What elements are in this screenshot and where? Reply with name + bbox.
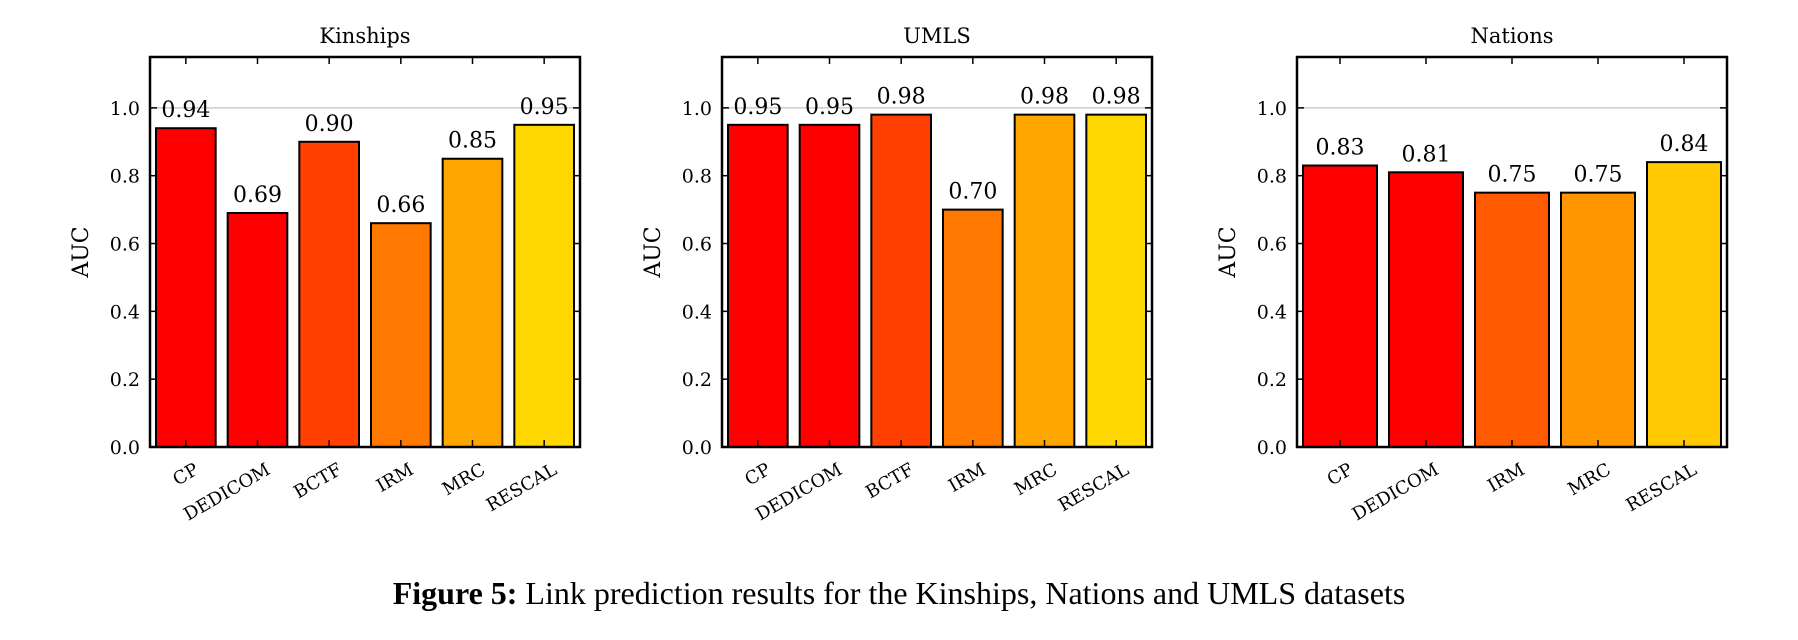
y-tick-label: 0.8 <box>1257 166 1287 188</box>
bar <box>1474 191 1550 448</box>
bar-value-label: 0.94 <box>161 98 210 123</box>
plot-frame <box>148 55 582 449</box>
y-tick-label: 0.0 <box>110 437 140 459</box>
bar-value-label: 0.69 <box>233 183 282 208</box>
bar <box>298 140 361 448</box>
y-axis-label: AUC <box>641 226 666 278</box>
chart-title: Kinships <box>319 24 410 48</box>
bar <box>1560 191 1636 448</box>
bar <box>727 123 789 449</box>
x-tick-label: MRC <box>439 459 489 500</box>
bar <box>441 157 504 448</box>
x-tick-label: MRC <box>1011 459 1061 500</box>
x-tick-label: IRM <box>373 459 417 497</box>
x-tick-label: CP <box>1324 459 1357 490</box>
bar-value-label: 0.75 <box>1574 163 1623 188</box>
x-tick-label: BCTF <box>290 459 345 503</box>
bar-value-label: 0.66 <box>376 193 425 218</box>
y-tick-label: 0.6 <box>682 234 712 256</box>
chart-title: UMLS <box>903 24 971 48</box>
y-tick-label: 1.0 <box>1257 98 1287 120</box>
y-tick-label: 0.4 <box>110 301 140 323</box>
bar-value-label: 0.70 <box>948 180 997 205</box>
x-tick-label: RESCAL <box>1055 459 1133 516</box>
x-tick-label: IRM <box>1484 459 1528 497</box>
y-tick-label: 1.0 <box>682 98 712 120</box>
x-tick-label: RESCAL <box>1623 459 1701 516</box>
x-tick-label: CP <box>741 459 774 490</box>
y-tick-label: 0.6 <box>1257 234 1287 256</box>
bar-value-label: 0.90 <box>305 112 354 137</box>
y-tick-label: 0.0 <box>1257 437 1287 459</box>
plot-frame <box>1295 55 1729 449</box>
y-axis-label: AUC <box>1216 226 1241 278</box>
bar <box>1302 164 1378 449</box>
x-tick-label: CP <box>169 459 202 490</box>
x-tick-label: DEDICOM <box>1349 459 1443 525</box>
bar <box>1646 161 1722 448</box>
bar-value-label: 0.81 <box>1402 142 1451 167</box>
y-tick-label: 0.4 <box>682 301 712 323</box>
bar-value-label: 0.75 <box>1488 163 1537 188</box>
y-tick-label: 1.0 <box>110 98 140 120</box>
bar <box>942 208 1004 448</box>
x-tick-label: IRM <box>945 459 989 497</box>
bar <box>870 113 932 449</box>
bar <box>1013 113 1076 449</box>
bar <box>798 123 861 449</box>
y-tick-label: 0.4 <box>1257 301 1287 323</box>
chart-title: Nations <box>1471 24 1554 48</box>
bar-value-label: 0.98 <box>1092 85 1141 110</box>
y-tick-label: 0.6 <box>110 234 140 256</box>
bar <box>370 222 432 448</box>
bar-value-label: 0.95 <box>520 95 569 120</box>
caption-label: Figure 5: <box>392 575 518 611</box>
x-tick-label: RESCAL <box>483 459 561 516</box>
y-tick-label: 0.0 <box>682 437 712 459</box>
x-tick-label: BCTF <box>862 459 917 503</box>
bar <box>1085 113 1148 449</box>
y-tick-label: 0.2 <box>682 369 712 391</box>
y-tick-label: 0.2 <box>1257 369 1287 391</box>
figure-caption: Figure 5: Link prediction results for th… <box>0 575 1798 612</box>
bar <box>513 123 575 449</box>
bar <box>155 127 217 449</box>
bar-value-label: 0.95 <box>733 95 782 120</box>
bar-value-label: 0.85 <box>448 129 497 154</box>
bar-value-label: 0.84 <box>1660 132 1709 157</box>
x-tick-label: MRC <box>1564 459 1614 500</box>
plot-frame <box>720 55 1154 449</box>
y-tick-label: 0.8 <box>682 166 712 188</box>
bar-value-label: 0.98 <box>877 85 926 110</box>
bar-value-label: 0.98 <box>1020 85 1069 110</box>
bar-value-label: 0.95 <box>805 95 854 120</box>
caption-text: Link prediction results for the Kinships… <box>517 575 1406 611</box>
y-tick-label: 0.2 <box>110 369 140 391</box>
bar-value-label: 0.83 <box>1316 136 1365 161</box>
y-axis-label: AUC <box>69 226 94 278</box>
y-tick-label: 0.8 <box>110 166 140 188</box>
bar <box>1388 171 1464 448</box>
bar <box>226 212 289 448</box>
